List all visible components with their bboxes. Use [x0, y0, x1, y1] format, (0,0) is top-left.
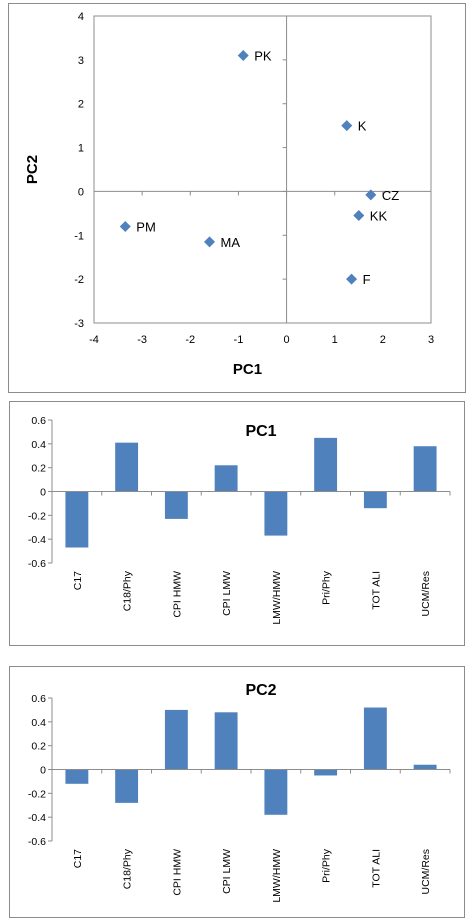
x-tick-label: -2	[185, 334, 195, 346]
y-tick-label: 0	[40, 765, 46, 777]
data-point-pk	[237, 49, 249, 61]
y-tick-label: 2	[78, 99, 84, 111]
category-label: CPI HMW	[171, 849, 183, 896]
x-tick-label: -1	[234, 334, 244, 346]
data-point-label: PK	[254, 48, 272, 63]
data-point-cz	[365, 189, 377, 201]
bar-cpi-lmw	[214, 712, 238, 770]
bar-lmw-hmw	[264, 491, 288, 536]
category-label: TOT ALI	[370, 849, 382, 888]
x-tick-label: 3	[428, 334, 434, 346]
y-tick-label: -0.6	[28, 836, 46, 848]
x-tick-label: -3	[137, 334, 147, 346]
y-tick-label: -0.2	[28, 510, 46, 522]
x-tick-label: 0	[284, 334, 290, 346]
category-label: CPI LMW	[221, 571, 233, 616]
y-tick-label: -3	[74, 318, 84, 330]
x-tick-label: -4	[89, 334, 99, 346]
scatter-chart-panel: -3 -2 -1 0 1 2 3 4 -4 -3 -2 -1 0 1 2 3 PC1 PC2 PK K CZ KK PM MA…	[8, 3, 466, 393]
category-label: C18/Phy	[122, 570, 134, 611]
data-point-f	[346, 273, 358, 285]
y-tick-label: 0.4	[31, 439, 46, 451]
data-point-pm	[119, 221, 131, 233]
plot-area	[93, 15, 432, 324]
y-tick-label: 0.2	[31, 463, 46, 475]
chart-title: PC1	[245, 423, 276, 440]
category-label: TOT ALI	[370, 571, 382, 610]
data-point-label: K	[358, 119, 367, 134]
data-point-label: PM	[136, 220, 156, 235]
y-tick-label: -0.4	[28, 812, 46, 824]
y-tick-label: 0.6	[31, 415, 46, 427]
bar-ucm-res	[413, 446, 437, 492]
category-label: C18/Phy	[122, 848, 134, 889]
category-label: C17	[72, 571, 84, 590]
y-tick-label: -0.6	[28, 558, 46, 570]
y-tick-label: -0.2	[28, 788, 46, 800]
category-label: Pri/Phy	[321, 570, 333, 605]
category-label: LMW/HMW	[271, 849, 283, 903]
bar-c18-phy	[115, 442, 139, 492]
y-tick-label: 3	[78, 55, 84, 67]
bar-pri-phy	[314, 437, 338, 492]
bar-c17	[65, 491, 89, 548]
bar-cpi-lmw	[214, 465, 238, 492]
bar-pri-phy	[314, 769, 338, 776]
y-tick-label: 0	[78, 186, 84, 198]
y-tick-label: 0.4	[31, 717, 46, 729]
pc2-bar-chart: PC2 0.6 0.4 0.2 0 -0.2 -0.4 -0.6 C17 C18/Phy CPI H…	[28, 682, 451, 903]
scatter-chart: -3 -2 -1 0 1 2 3 4 -4 -3 -2 -1 0 1 2 3 PC1 PC2 PK K CZ KK PM MA…	[24, 11, 434, 378]
category-label: UCM/Res	[420, 571, 432, 617]
data-point-label: MA	[221, 235, 241, 250]
category-label: UCM/Res	[420, 849, 432, 895]
bar-ucm-res	[413, 764, 437, 770]
y-tick-label: -0.4	[28, 534, 46, 546]
data-point-k	[341, 120, 353, 132]
category-label: C17	[72, 849, 84, 868]
x-tick-label: 1	[332, 334, 338, 346]
bar-c17	[65, 769, 89, 784]
data-point-label: KK	[370, 209, 388, 224]
pc2-bar-chart-panel: PC2 0.6 0.4 0.2 0 -0.2 -0.4 -0.6 C17 C18/Phy CPI H…	[9, 666, 465, 918]
data-point-label: F	[363, 272, 371, 287]
data-point-kk	[353, 210, 365, 222]
y-tick-label: 0	[40, 487, 46, 499]
pc1-bar-chart-panel: PC1 0.6 0.4 0.2 0 -0.2 -0.4 -0.6 C17 C18/Phy CPI H…	[9, 401, 465, 646]
y-tick-label: 1	[78, 143, 84, 155]
bar-cpi-hmw	[164, 491, 188, 519]
data-point-ma	[204, 236, 216, 248]
pc1-bar-chart: PC1 0.6 0.4 0.2 0 -0.2 -0.4 -0.6 C17 C18/Phy CPI H…	[28, 415, 451, 625]
data-point-label: CZ	[382, 188, 399, 203]
category-label: LMW/HMW	[271, 571, 283, 625]
bar-lmw-hmw	[264, 769, 288, 815]
x-tick-label: 2	[380, 334, 386, 346]
bar-tot-ali	[363, 491, 387, 509]
bar-cpi-hmw	[164, 709, 188, 770]
y-tick-label: -1	[74, 230, 84, 242]
bar-c18-phy	[115, 769, 139, 803]
chart-title: PC2	[245, 682, 276, 699]
y-tick-label: -2	[74, 274, 84, 286]
category-label: CPI LMW	[221, 849, 233, 894]
y-tick-label: 0.6	[31, 693, 46, 705]
x-axis-title: PC1	[233, 361, 262, 378]
y-axis-title: PC2	[24, 155, 41, 184]
category-label: CPI HMW	[171, 571, 183, 618]
bar-tot-ali	[363, 707, 387, 770]
y-tick-label: 0.2	[31, 741, 46, 753]
category-label: Pri/Phy	[321, 848, 333, 883]
y-tick-label: 4	[78, 11, 84, 23]
